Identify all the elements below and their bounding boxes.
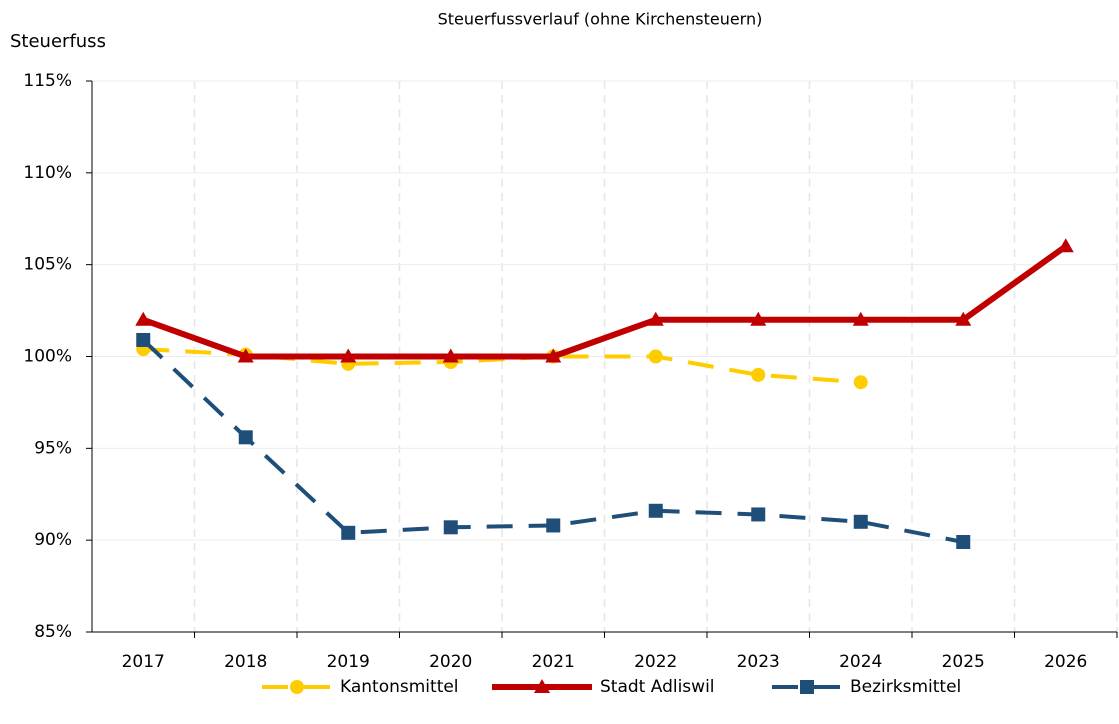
x-tick-label: 2025 xyxy=(942,652,985,672)
data-point xyxy=(340,348,357,363)
legend-marker xyxy=(534,679,550,693)
data-point xyxy=(1057,238,1074,253)
data-point xyxy=(853,514,868,529)
data-point xyxy=(135,311,152,326)
data-point xyxy=(956,535,971,550)
data-point xyxy=(545,348,562,363)
data-point xyxy=(648,349,663,364)
data-point xyxy=(237,348,254,363)
data-point xyxy=(751,367,766,382)
data-point xyxy=(238,430,253,445)
y-tick-label: 105% xyxy=(23,255,72,275)
x-tick-label: 2022 xyxy=(634,652,677,672)
y-tick-label: 95% xyxy=(34,438,72,458)
data-point xyxy=(852,311,869,326)
y-tick-label: 90% xyxy=(34,530,72,550)
chart-title: Steuerfussverlauf (ohne Kirchensteuern) xyxy=(438,10,763,29)
series-line xyxy=(141,338,964,544)
legend-item: Bezirksmittel xyxy=(772,677,961,697)
y-tick-label: 115% xyxy=(23,71,72,91)
data-point xyxy=(751,507,766,522)
x-tick-label: 2020 xyxy=(429,652,472,672)
x-tick-label: 2024 xyxy=(839,652,882,672)
x-tick-label: 2019 xyxy=(327,652,370,672)
data-point xyxy=(136,332,151,347)
legend-label: Kantonsmittel xyxy=(340,677,459,697)
data-point xyxy=(647,311,664,326)
legend-label: Stadt Adliswil xyxy=(600,677,715,697)
data-point xyxy=(442,348,459,363)
legend-marker xyxy=(290,680,304,694)
data-point xyxy=(955,311,972,326)
x-tick-label: 2021 xyxy=(532,652,575,672)
legend-item: Stadt Adliswil xyxy=(492,677,715,697)
y-tick-label: 110% xyxy=(23,163,72,183)
x-tick-label: 2018 xyxy=(224,652,267,672)
y-axis-label: Steuerfuss xyxy=(10,31,106,52)
data-point xyxy=(648,503,663,518)
data-point xyxy=(750,311,767,326)
data-point xyxy=(853,375,868,390)
series-line xyxy=(142,243,1068,360)
y-tick-label: 85% xyxy=(34,622,72,642)
x-tick-label: 2023 xyxy=(737,652,780,672)
data-point xyxy=(443,520,458,535)
data-point xyxy=(341,525,356,540)
y-tick-label: 100% xyxy=(23,347,72,367)
x-tick-label: 2026 xyxy=(1044,652,1087,672)
legend-marker xyxy=(800,680,814,694)
x-tick-label: 2017 xyxy=(122,652,165,672)
legend-item: Kantonsmittel xyxy=(262,677,459,697)
legend-label: Bezirksmittel xyxy=(850,677,961,697)
data-point xyxy=(546,518,561,533)
